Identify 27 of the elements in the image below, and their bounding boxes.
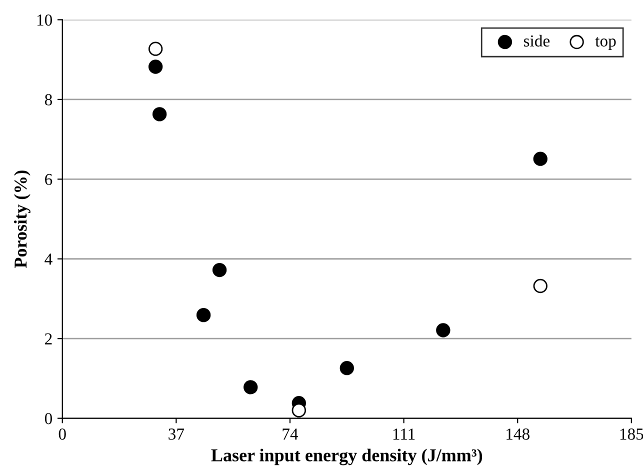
x-tick-label: 148 [506, 428, 530, 440]
point [152, 107, 167, 122]
x-tick-label: 0 [58, 428, 66, 440]
point [436, 323, 450, 338]
point [533, 152, 548, 166]
y-tick-label: 0 [44, 413, 52, 424]
y-tick-label: 6 [45, 174, 52, 186]
y-tick-label: 2 [45, 333, 52, 344]
x-tick-label: 74 [282, 428, 298, 440]
point [340, 360, 354, 376]
point [148, 42, 163, 56]
point [212, 262, 227, 278]
point [196, 308, 211, 322]
y-axis-title: Porosity (%) [14, 170, 30, 268]
legend-label: side [524, 34, 550, 47]
y-tick-label: 4 [44, 254, 52, 265]
y-tick-label: 8 [44, 94, 52, 106]
point [533, 278, 548, 294]
y-tick-label: 10 [37, 14, 52, 26]
point [292, 403, 306, 418]
x-tick-label: 111 [393, 428, 415, 440]
x-tick-label: 185 [620, 428, 643, 440]
x-axis-title: Laser input energy density (J/mm³) [211, 448, 482, 466]
point [244, 380, 258, 394]
legend-label: top [595, 37, 616, 50]
point [148, 60, 163, 74]
x-tick-label: 37 [168, 428, 184, 440]
